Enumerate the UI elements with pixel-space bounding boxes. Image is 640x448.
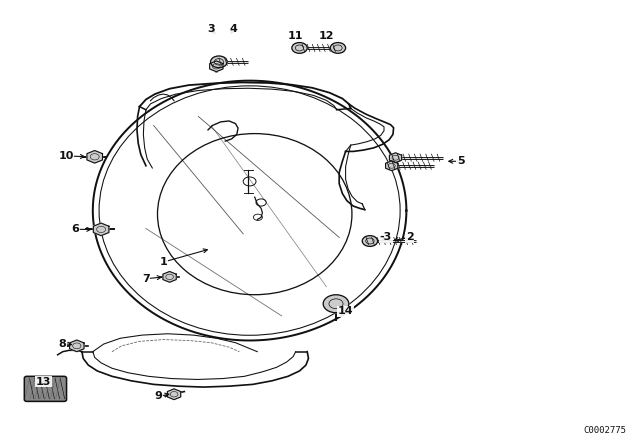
Text: 13: 13	[36, 377, 51, 387]
Text: 4: 4	[230, 24, 237, 34]
Polygon shape	[93, 223, 109, 236]
Text: 5: 5	[457, 156, 465, 166]
Polygon shape	[389, 153, 402, 163]
Text: 12: 12	[319, 31, 334, 41]
Circle shape	[211, 56, 227, 68]
Text: 1: 1	[159, 257, 167, 267]
Circle shape	[292, 43, 307, 53]
Text: -3: -3	[380, 233, 392, 242]
Text: 14: 14	[338, 306, 353, 316]
Polygon shape	[163, 271, 176, 282]
Polygon shape	[210, 61, 223, 72]
Polygon shape	[70, 340, 84, 352]
Polygon shape	[87, 151, 102, 163]
Circle shape	[330, 43, 346, 53]
Circle shape	[362, 236, 378, 246]
Text: 3: 3	[207, 24, 215, 34]
Text: 10: 10	[58, 151, 74, 161]
Text: 11: 11	[288, 31, 303, 41]
FancyBboxPatch shape	[24, 376, 67, 401]
Text: 7: 7	[142, 274, 150, 284]
Text: 9: 9	[155, 392, 163, 401]
Text: 2: 2	[406, 233, 413, 242]
Text: C0002775: C0002775	[583, 426, 626, 435]
Text: 6: 6	[72, 224, 79, 234]
Polygon shape	[385, 161, 398, 171]
Polygon shape	[168, 389, 180, 400]
Circle shape	[323, 295, 349, 313]
Text: 8: 8	[59, 339, 67, 349]
